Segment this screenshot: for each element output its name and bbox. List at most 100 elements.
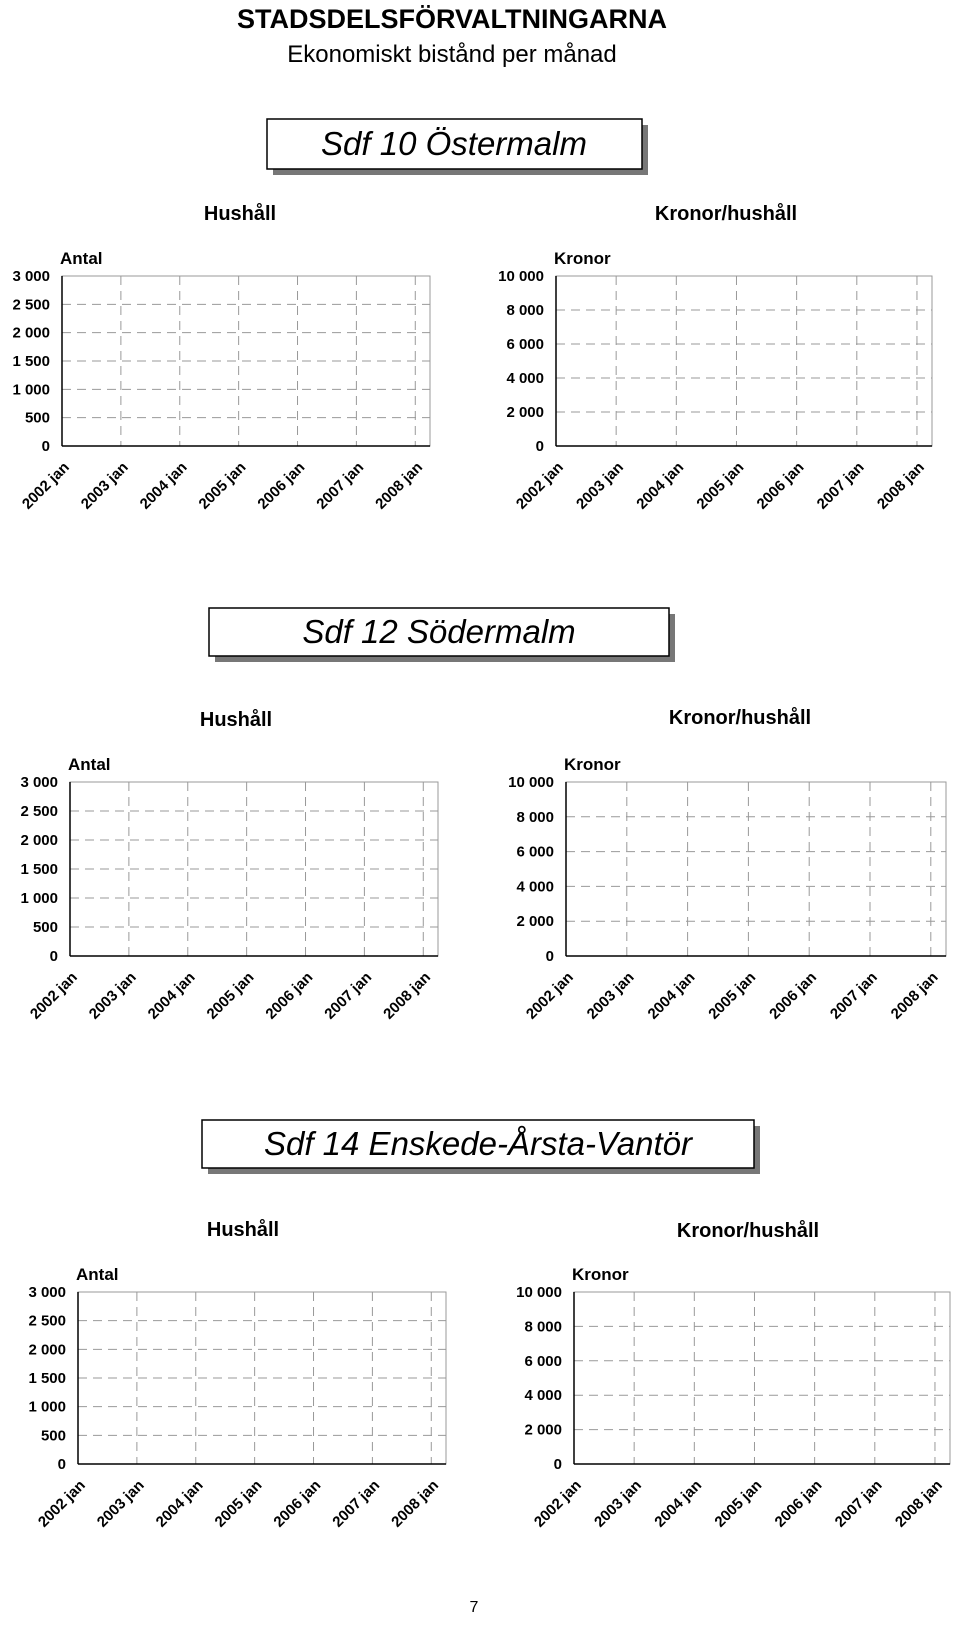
y-axis-label: Kronor (564, 755, 621, 774)
y-tick-label: 10 000 (516, 1284, 562, 1301)
y-tick-label: 0 (536, 438, 544, 455)
y-tick-label: 8 000 (506, 302, 544, 319)
y-tick-label: 2 000 (506, 404, 544, 421)
y-axis-label: Antal (76, 1265, 119, 1284)
y-tick-label: 500 (33, 919, 58, 936)
page-number: 7 (470, 1599, 479, 1616)
x-tick-label: 2005 jan (705, 969, 759, 1023)
x-tick-label: 2005 jan (711, 1477, 765, 1531)
x-tick-label: 2006 jan (772, 1477, 826, 1531)
y-axis-label: Kronor (572, 1265, 629, 1284)
x-tick-label: 2008 jan (388, 1477, 442, 1531)
y-tick-label: 2 000 (28, 1341, 66, 1358)
x-tick-label: 2007 jan (329, 1477, 383, 1531)
y-tick-label: 0 (50, 948, 58, 965)
x-tick-label: 2004 jan (145, 969, 199, 1023)
x-tick-label: 2005 jan (196, 459, 250, 513)
y-tick-label: 2 500 (20, 803, 58, 820)
x-tick-label: 2003 jan (78, 459, 132, 513)
y-tick-label: 2 500 (12, 296, 50, 313)
y-tick-label: 6 000 (516, 844, 554, 861)
y-tick-label: 2 500 (28, 1313, 66, 1330)
x-tick-label: 2002 jan (19, 459, 73, 513)
y-tick-label: 6 000 (506, 336, 544, 353)
y-tick-label: 500 (25, 410, 50, 427)
x-tick-label: 2003 jan (591, 1477, 645, 1531)
y-axis-label: Kronor (554, 249, 611, 268)
y-tick-label: 0 (554, 1456, 562, 1473)
section-title: Sdf 10 Östermalm (321, 125, 587, 162)
x-tick-label: 2008 jan (888, 969, 942, 1023)
x-tick-label: 2007 jan (321, 969, 375, 1023)
section-title: Sdf 14 Enskede-Årsta-Vantör (264, 1125, 694, 1162)
y-tick-label: 1 500 (20, 861, 58, 878)
y-tick-label: 3 000 (20, 774, 58, 791)
y-tick-label: 1 500 (28, 1370, 66, 1387)
plot-frame (565, 781, 947, 957)
x-tick-label: 2004 jan (633, 459, 687, 513)
chart-title: Hushåll (207, 1218, 279, 1241)
x-tick-label: 2003 jan (86, 969, 140, 1023)
y-tick-label: 1 500 (12, 353, 50, 370)
y-tick-label: 500 (41, 1427, 66, 1444)
chart-title: Kronor/hushåll (669, 706, 811, 729)
x-tick-label: 2002 jan (27, 969, 81, 1023)
x-tick-label: 2006 jan (262, 969, 316, 1023)
x-tick-label: 2002 jan (523, 969, 577, 1023)
y-tick-label: 10 000 (508, 774, 554, 791)
y-tick-label: 8 000 (524, 1318, 562, 1335)
y-tick-label: 4 000 (524, 1387, 562, 1404)
x-tick-label: 2007 jan (313, 459, 367, 513)
x-tick-label: 2005 jan (204, 969, 258, 1023)
y-tick-label: 3 000 (12, 268, 50, 285)
x-tick-label: 2007 jan (827, 969, 881, 1023)
page-subtitle: Ekonomiskt bistånd per månad (287, 41, 617, 68)
plot-frame (555, 275, 933, 447)
y-tick-label: 4 000 (506, 370, 544, 387)
x-tick-label: 2007 jan (832, 1477, 886, 1531)
y-tick-label: 0 (546, 948, 554, 965)
x-tick-label: 2008 jan (380, 969, 434, 1023)
page-title: STADSDELSFÖRVALTNINGARNA (237, 4, 667, 34)
y-tick-label: 0 (58, 1456, 66, 1473)
x-tick-label: 2005 jan (693, 459, 747, 513)
y-tick-label: 2 000 (516, 913, 554, 930)
section-box (201, 1119, 755, 1169)
x-tick-label: 2006 jan (754, 459, 808, 513)
y-tick-label: 8 000 (516, 809, 554, 826)
x-tick-label: 2002 jan (531, 1477, 585, 1531)
chart-title: Kronor/hushåll (655, 202, 797, 225)
x-tick-label: 2004 jan (153, 1477, 207, 1531)
x-tick-label: 2002 jan (35, 1477, 89, 1531)
y-tick-label: 2 000 (12, 325, 50, 342)
y-axis-label: Antal (60, 249, 103, 268)
x-tick-label: 2008 jan (892, 1477, 946, 1531)
y-tick-label: 1 000 (28, 1399, 66, 1416)
x-tick-label: 2002 jan (513, 459, 567, 513)
x-tick-label: 2006 jan (270, 1477, 324, 1531)
chart-title: Hushåll (200, 708, 272, 731)
y-tick-label: 2 000 (20, 832, 58, 849)
y-tick-label: 2 000 (524, 1422, 562, 1439)
y-tick-label: 6 000 (524, 1353, 562, 1370)
y-tick-label: 10 000 (498, 268, 544, 285)
y-tick-label: 1 000 (20, 890, 58, 907)
plot-frame (573, 1291, 951, 1465)
y-tick-label: 4 000 (516, 878, 554, 895)
x-tick-label: 2004 jan (651, 1477, 705, 1531)
x-tick-label: 2006 jan (254, 459, 308, 513)
y-tick-label: 0 (42, 438, 50, 455)
x-tick-label: 2003 jan (94, 1477, 148, 1531)
section-title: Sdf 12 Södermalm (302, 613, 575, 650)
section-box (266, 118, 643, 170)
section-box (208, 607, 670, 657)
x-tick-label: 2008 jan (874, 459, 928, 513)
y-axis-label: Antal (68, 755, 111, 774)
x-tick-label: 2004 jan (137, 459, 191, 513)
x-tick-label: 2007 jan (814, 459, 868, 513)
y-tick-label: 1 000 (12, 381, 50, 398)
chart-title: Kronor/hushåll (677, 1219, 819, 1242)
chart-title: Hushåll (204, 202, 276, 225)
